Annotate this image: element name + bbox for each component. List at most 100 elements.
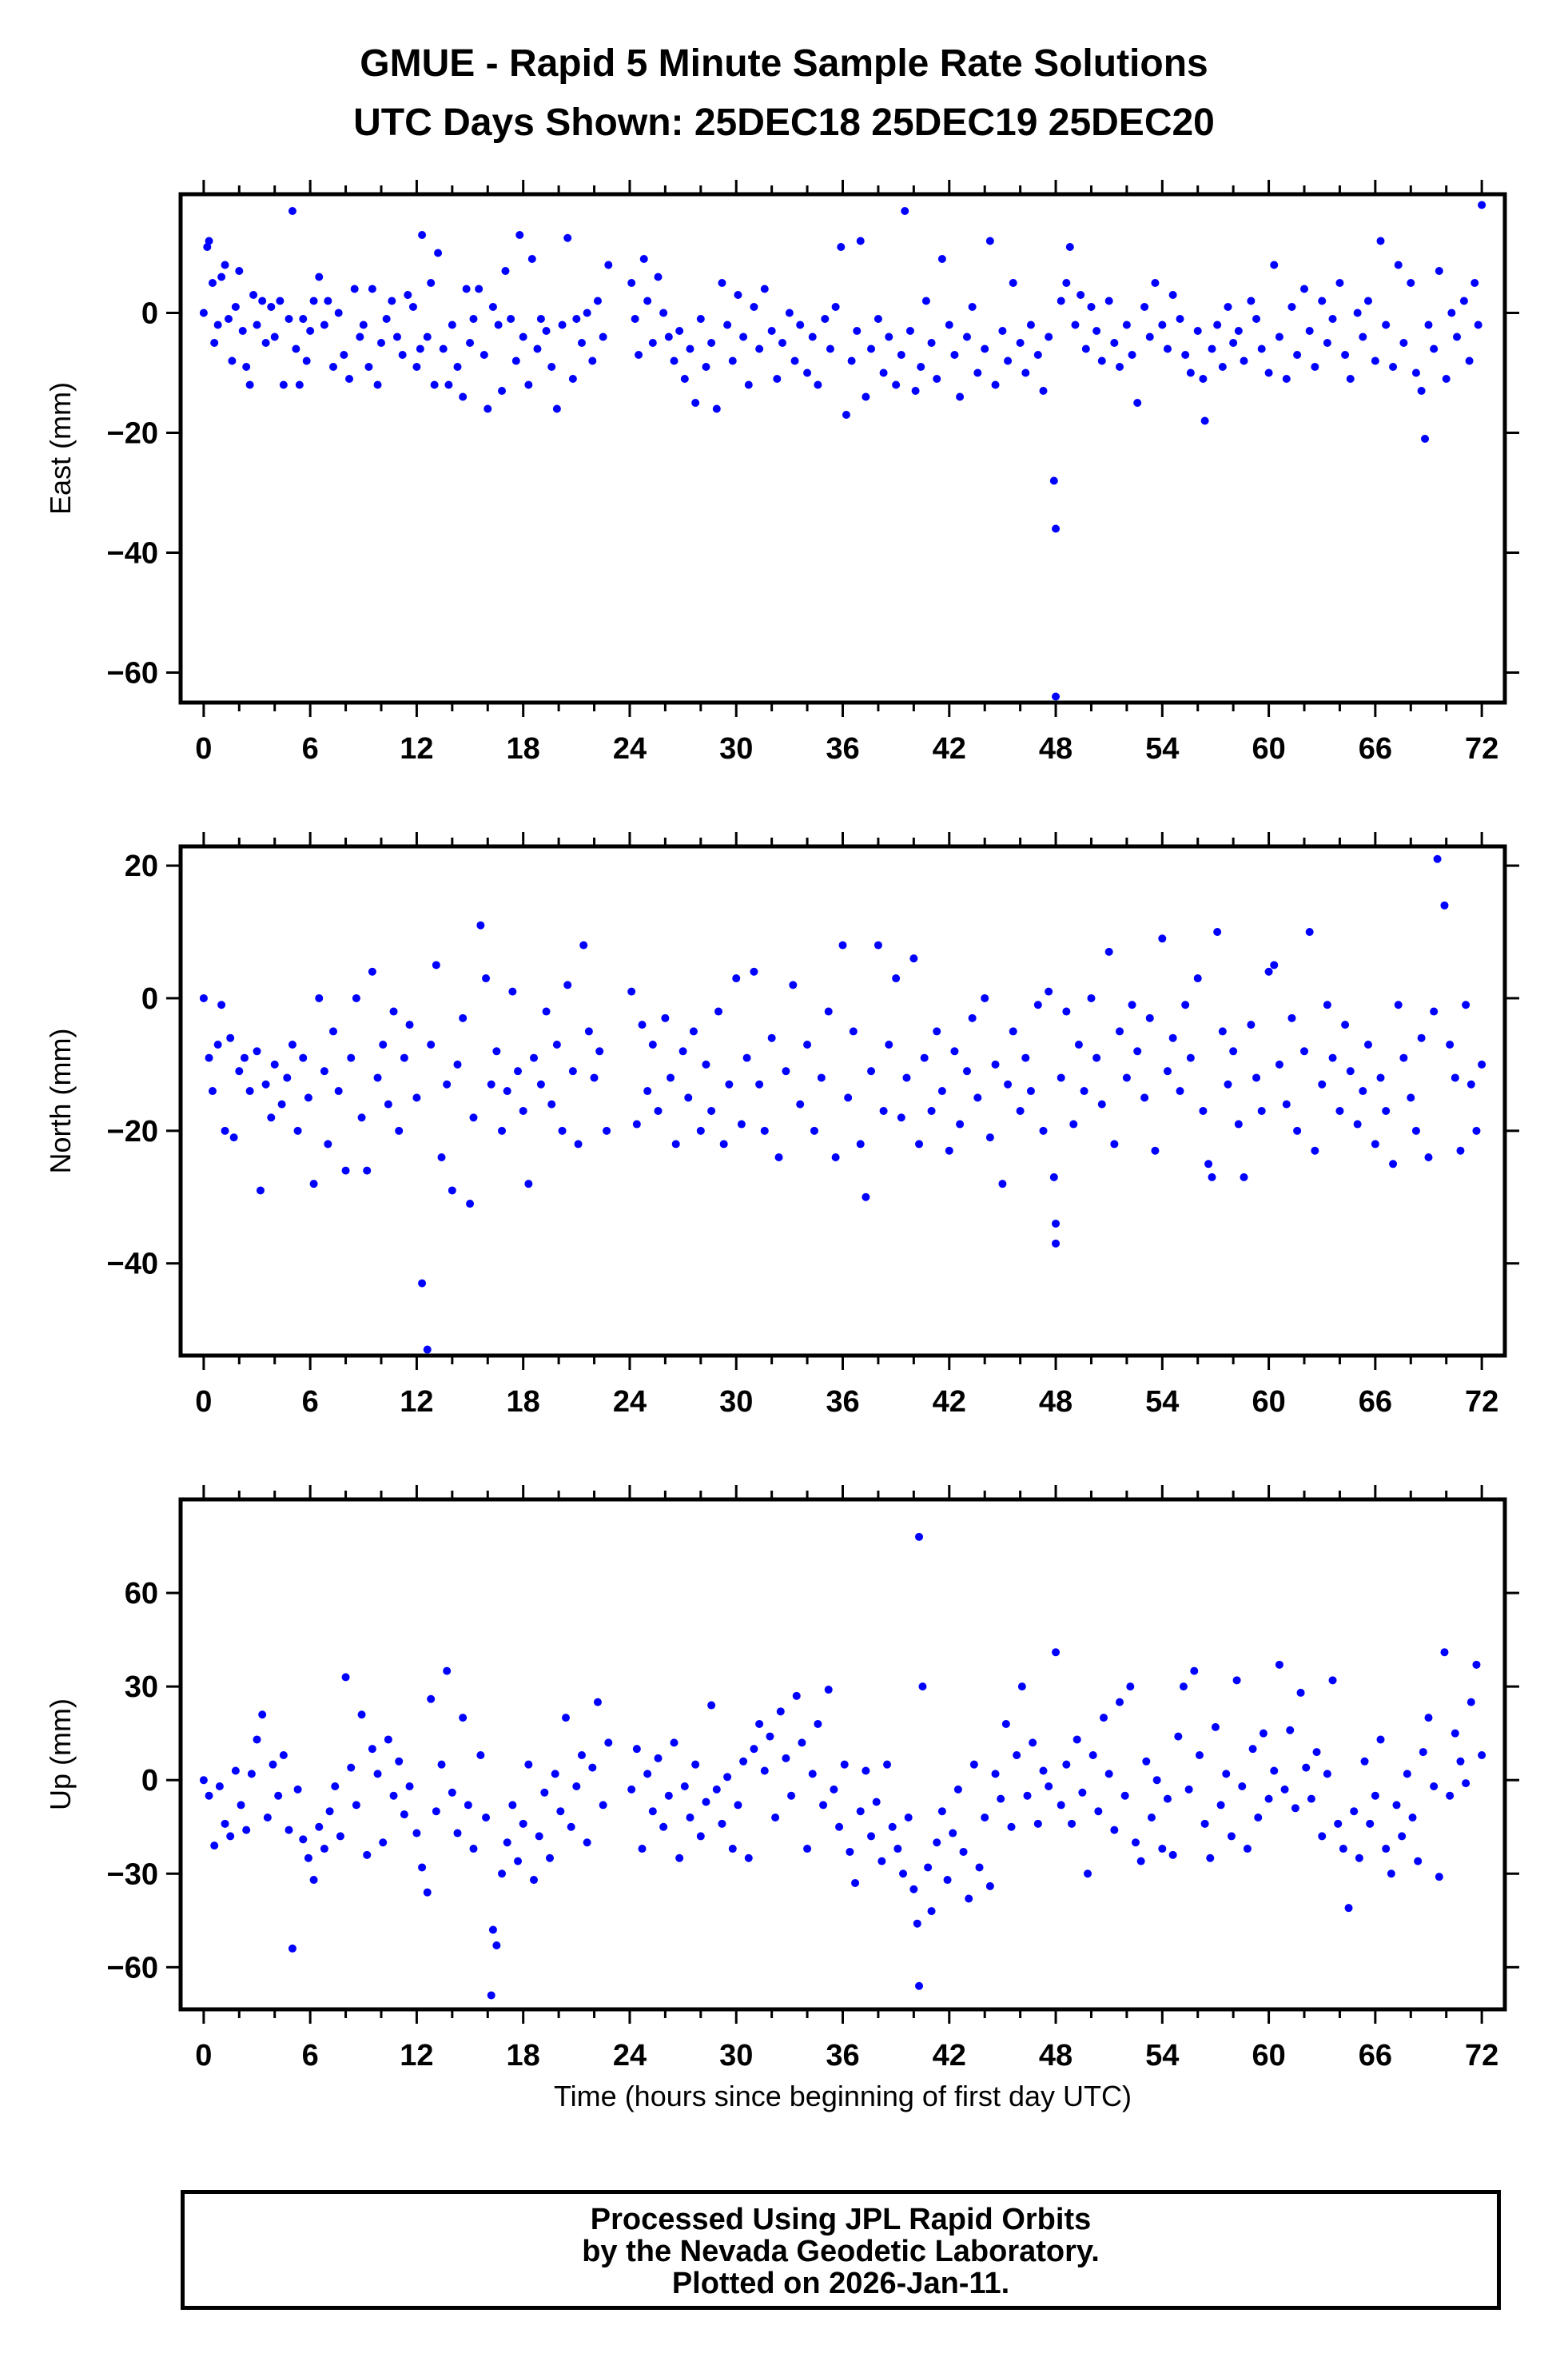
north-data-point [299,1053,308,1062]
up-data-point [1073,1735,1081,1744]
up-data-point [1456,1757,1465,1766]
east-data-point [253,321,261,329]
east-data-point [466,339,475,347]
east-data-point [427,279,436,287]
up-data-point [1158,1845,1167,1853]
north-data-point [991,1060,1000,1069]
up-data-point [1376,1735,1385,1744]
east-data-point [1394,261,1403,269]
up-data-point [572,1782,581,1790]
north-data-point [1328,1053,1337,1062]
up-data-point [304,1853,312,1862]
east-data-point [905,327,914,335]
east-data-point [231,303,240,311]
east-data-point [404,291,412,299]
up-data-point [1424,1714,1433,1722]
north-data-point [1323,1001,1331,1009]
east-data-point [270,332,279,341]
up-data-point [1414,1857,1423,1865]
east-data-point [1417,387,1426,395]
up-data-point [293,1785,302,1794]
up-data-point [1344,1904,1353,1913]
up-data-point [448,1788,456,1797]
north-data-point [1128,1001,1136,1009]
east-data-point [773,375,782,383]
east-data-point [1399,339,1408,347]
up-data-point [368,1745,376,1754]
east-data-point [1158,321,1167,329]
north-data-point [1213,927,1222,936]
up-data-point [750,1745,758,1754]
north-data-point [558,1126,567,1135]
east-data-point [276,297,285,305]
up-data-point [1211,1722,1220,1731]
north-data-point [1311,1146,1319,1155]
north-data-point [1363,1040,1372,1049]
north-data-point [1062,1007,1071,1016]
north-data-point [937,1087,946,1096]
east-data-point [423,332,432,341]
up-data-point [1328,1676,1337,1685]
north-data-point [1440,901,1449,910]
east-data-point [897,351,905,359]
east-data-point [1052,692,1061,701]
east-data-point [1033,351,1042,359]
north-x-tick-label: 24 [613,1385,647,1419]
up-data-point [851,1878,860,1887]
north-data-point [725,1080,734,1089]
up-data-point [1152,1776,1161,1785]
up-data-point [1136,1857,1145,1865]
north-data-point [245,1087,254,1096]
east-data-point [1081,344,1090,353]
north-data-point [667,1073,675,1082]
north-data-point [199,993,208,1002]
east-data-point [654,273,663,281]
north-data-point [1133,1047,1142,1056]
north-data-point [542,1007,551,1016]
up-data-point [792,1691,801,1700]
up-data-point [959,1847,968,1856]
east-data-point [1065,243,1074,251]
up-data-point [1286,1726,1295,1734]
up-plot-frame [178,1497,1507,2012]
up-data-point [567,1822,575,1831]
up-data-point [1232,1676,1241,1685]
east-x-tick-label: 18 [507,732,540,766]
up-data-point [878,1857,886,1865]
east-data-point [469,315,478,323]
north-data-point [270,1060,279,1069]
up-data-point [459,1714,468,1722]
up-data-point [341,1673,350,1682]
up-data-point [315,1822,324,1831]
up-data-point [1045,1782,1053,1790]
east-data-point [228,356,237,365]
east-data-point [213,321,222,329]
north-data-point [427,1040,436,1049]
up-data-point [530,1876,539,1885]
north-data-point [293,1126,302,1135]
north-x-tick-label: 12 [400,1385,433,1419]
north-data-point [277,1100,286,1109]
north-data-point [684,1093,693,1102]
east-data-point [1116,363,1124,371]
east-data-point [702,363,710,371]
east-data-point [1009,279,1017,287]
up-data-point [384,1735,392,1744]
north-data-point [1335,1106,1344,1115]
north-data-point [368,967,376,976]
up-data-point [1387,1869,1395,1878]
credits-line-3: Plotted on 2026-Jan-11. [671,2267,1010,2300]
up-data-point [899,1869,908,1878]
north-data-point [320,1067,328,1076]
up-data-point [927,1907,936,1916]
east-data-point [356,332,364,341]
north-data-point [968,1013,977,1022]
north-data-point [1376,1073,1385,1082]
east-data-point [1382,321,1391,329]
up-data-point [1467,1698,1475,1706]
east-data-point [302,356,311,365]
north-data-point [1145,1013,1154,1022]
east-data-point [1097,356,1106,365]
east-data-point [494,321,503,329]
